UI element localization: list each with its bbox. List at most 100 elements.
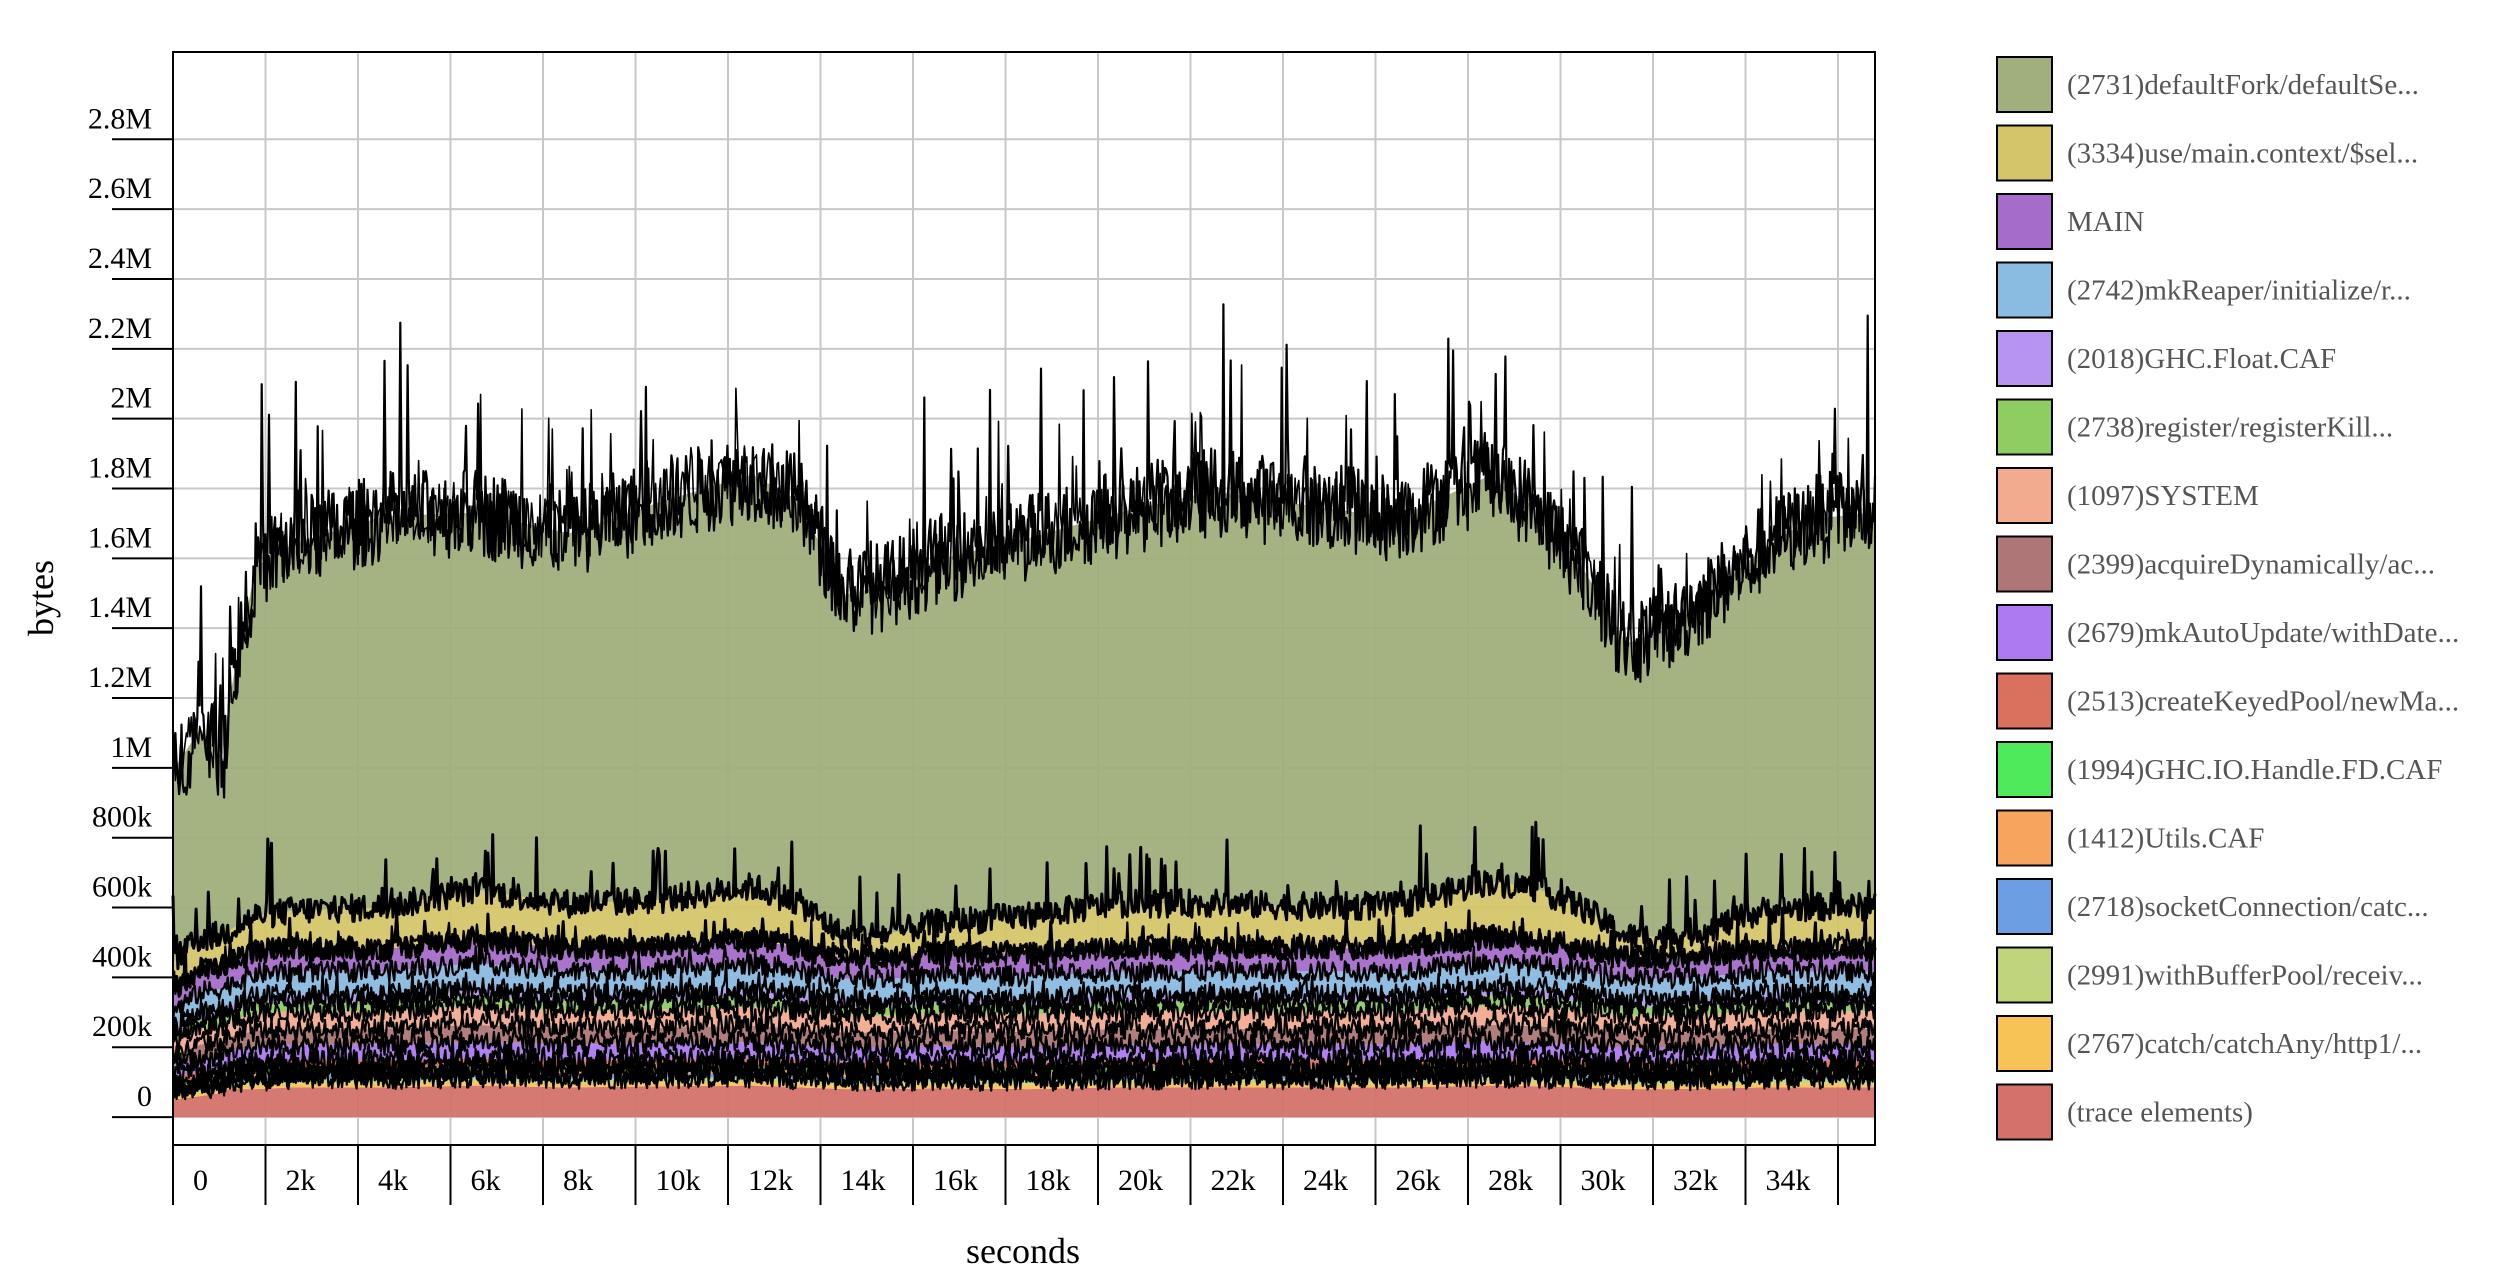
area-series-1 [173, 1081, 1875, 1100]
legend-label: (2731)defaultFork/defaultSe... [2067, 69, 2419, 101]
series-boundary-context [171, 820, 1877, 971]
legend-label: (3334)use/main.context/$sel... [2067, 138, 2418, 170]
legend-item: MAIN [1996, 193, 2144, 250]
x-tick-label: 22k [1211, 1164, 1256, 1197]
legend-item: (2742)mkReaper/initialize/r... [1996, 261, 2411, 319]
x-tick-label: 8k [563, 1164, 593, 1197]
legend-item: (2767)catch/catchAny/http1/... [1996, 1015, 2422, 1072]
plot-area [171, 52, 1877, 1145]
legend-swatch [1996, 672, 2053, 730]
y-axis-title: bytes [21, 560, 61, 636]
y-tick-label: 400k [92, 940, 152, 973]
x-tick-label: 34k [1766, 1164, 1811, 1197]
legend-item: (2513)createKeyedPool/newMa... [1996, 672, 2459, 730]
x-tick-label: 14k [841, 1164, 886, 1197]
x-tick-label: 12k [748, 1164, 793, 1197]
area-series-15 [173, 474, 1875, 963]
series-boundary-7 [171, 1014, 1877, 1074]
y-tick-label: 2.6M [88, 172, 152, 205]
legend-swatch [1996, 604, 2053, 661]
x-tick-label: 18k [1026, 1164, 1071, 1197]
y-tick-label: 1.8M [88, 452, 152, 485]
legend-swatch [1996, 56, 2053, 113]
axes: 0 200k 400k 600k 800k 1M 1.2M 1.4M 1.6M 1.8M 2M 2.2… [88, 51, 1876, 1205]
legend-swatch [1996, 946, 2053, 1004]
legend-swatch [1996, 1083, 2053, 1141]
x-tick-label: 2k [286, 1164, 316, 1197]
y-tick-label: 1.2M [88, 661, 152, 694]
legend-label: (2738)register/registerKill... [2067, 412, 2393, 444]
legend-label: (2718)socketConnection/catc... [2067, 891, 2429, 923]
x-tick-label: 32k [1673, 1164, 1718, 1197]
x-tick-label: 28k [1488, 1164, 1533, 1197]
legend-label: (1097)SYSTEM [2067, 480, 2259, 512]
x-tick-label: 20k [1118, 1164, 1163, 1197]
x-tick-label: 16k [933, 1164, 978, 1197]
x-tick-label: 24k [1303, 1164, 1348, 1197]
legend-swatch [1996, 330, 2053, 387]
legend-label: (2513)createKeyedPool/newMa... [2067, 686, 2459, 718]
legend-label: (2399)acquireDynamically/ac... [2067, 549, 2435, 581]
legend-item: (2738)register/registerKill... [1996, 398, 2393, 456]
x-tick-label: 30k [1581, 1164, 1626, 1197]
legend-label: (2742)mkReaper/initialize/r... [2067, 275, 2411, 307]
x-tick-label: 0 [193, 1164, 208, 1197]
plot-frame [172, 51, 1876, 1146]
legend-item: (2018)GHC.Float.CAF [1996, 330, 2336, 387]
legend-label: (1412)Utils.CAF [2067, 823, 2264, 855]
legend-swatch [1996, 467, 2053, 524]
legend-swatch [1996, 809, 2053, 867]
legend-label: MAIN [2067, 206, 2144, 238]
legend-item: (2991)withBufferPool/receiv... [1996, 946, 2423, 1004]
area-series-0 [173, 1085, 1875, 1118]
y-tick-label: 2M [110, 382, 152, 415]
legend-swatch [1996, 261, 2053, 319]
series-boundary-top-b [172, 364, 1876, 785]
legend-swatch [1996, 124, 2053, 182]
legend-item: (1412)Utils.CAF [1996, 809, 2264, 867]
x-tick-label: 26k [1396, 1164, 1441, 1197]
y-tick-label: 1M [110, 731, 152, 764]
y-tick-label: 1.4M [88, 591, 152, 624]
legend-swatch [1996, 535, 2053, 593]
series-boundary-9 [171, 976, 1877, 1051]
y-tick-label: 1.6M [88, 521, 152, 554]
x-tick-label: 6k [471, 1164, 501, 1197]
y-tick-label: 200k [92, 1010, 152, 1043]
legend-item: (2718)socketConnection/catc... [1996, 878, 2429, 935]
legend-swatch [1996, 878, 2053, 935]
legend-label: (2679)mkAutoUpdate/withDate... [2067, 617, 2459, 649]
y-tick-label: 2.2M [88, 312, 152, 345]
legend-label: (2991)withBufferPool/receiv... [2067, 960, 2423, 992]
legend: (2731)defaultFork/defaultSe... (3334)use/… [1996, 56, 2459, 1141]
series-boundary-11 [171, 959, 1877, 1037]
legend-label: (2767)catch/catchAny/http1/... [2067, 1028, 2422, 1060]
legend-label: (trace elements) [2067, 1097, 2253, 1129]
legend-item: (1994)GHC.IO.Handle.FD.CAF [1996, 741, 2442, 798]
legend-label: (2018)GHC.Float.CAF [2067, 343, 2336, 375]
legend-item: (2731)defaultFork/defaultSe... [1996, 56, 2419, 113]
y-tick-label: 600k [92, 871, 152, 904]
legend-label: (1994)GHC.IO.Handle.FD.CAF [2067, 754, 2442, 786]
legend-swatch [1996, 741, 2053, 798]
legend-item: (3334)use/main.context/$sel... [1996, 124, 2418, 182]
legend-swatch [1996, 398, 2053, 456]
y-tick-label: 800k [92, 801, 152, 834]
series-boundary-8 [171, 998, 1877, 1063]
y-tick-label: 2.8M [88, 102, 152, 135]
x-tick-label: 10k [656, 1164, 701, 1197]
series-boundary-6 [171, 1027, 1877, 1087]
legend-item: (1097)SYSTEM [1996, 467, 2259, 524]
series-boundary-12 [171, 938, 1877, 1021]
legend-swatch [1996, 1015, 2053, 1072]
x-tick-label: 4k [378, 1164, 408, 1197]
legend-swatch [1996, 193, 2053, 250]
legend-item: (2679)mkAutoUpdate/withDate... [1996, 604, 2459, 661]
series-boundary-main [171, 906, 1877, 998]
series-boundary-top [171, 303, 1877, 799]
y-tick-label: 2.4M [88, 242, 152, 275]
legend-item: (trace elements) [1996, 1083, 2253, 1141]
x-axis-title: seconds [966, 1231, 1080, 1271]
legend-item: (2399)acquireDynamically/ac... [1996, 535, 2435, 593]
